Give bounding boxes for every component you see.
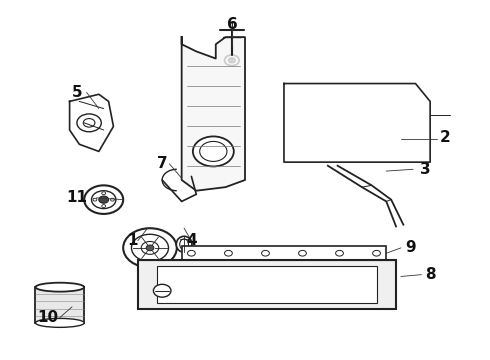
Ellipse shape [180,239,189,249]
Circle shape [123,228,177,267]
Circle shape [224,55,239,66]
Text: 5: 5 [72,85,82,100]
Bar [157,266,376,303]
Ellipse shape [176,236,192,252]
Circle shape [99,196,109,203]
Circle shape [146,245,154,251]
Bar [182,246,386,260]
Circle shape [102,192,106,195]
Circle shape [131,234,169,261]
Circle shape [298,250,306,256]
Text: 1: 1 [128,233,138,248]
Circle shape [93,198,97,201]
Text: 2: 2 [440,130,450,145]
Circle shape [102,204,106,207]
Text: 6: 6 [227,17,238,32]
Circle shape [193,136,234,166]
Text: 10: 10 [37,310,58,325]
Circle shape [83,118,95,127]
Circle shape [153,284,171,297]
Circle shape [373,250,380,256]
Ellipse shape [35,319,84,327]
Circle shape [336,250,343,256]
Circle shape [141,242,159,254]
Bar [138,260,396,309]
Text: 7: 7 [157,157,168,171]
Circle shape [77,114,101,132]
Circle shape [262,250,270,256]
Text: 9: 9 [405,240,416,255]
Circle shape [188,250,196,256]
Polygon shape [182,37,245,191]
Circle shape [200,141,227,161]
Circle shape [228,58,235,63]
Bar [35,287,84,323]
Text: 8: 8 [425,267,436,282]
Circle shape [111,198,115,201]
Text: 11: 11 [67,190,87,205]
Text: 3: 3 [420,162,431,177]
Text: 4: 4 [186,233,196,248]
Circle shape [84,185,123,214]
Circle shape [92,191,116,208]
Circle shape [224,250,232,256]
Ellipse shape [35,283,84,292]
